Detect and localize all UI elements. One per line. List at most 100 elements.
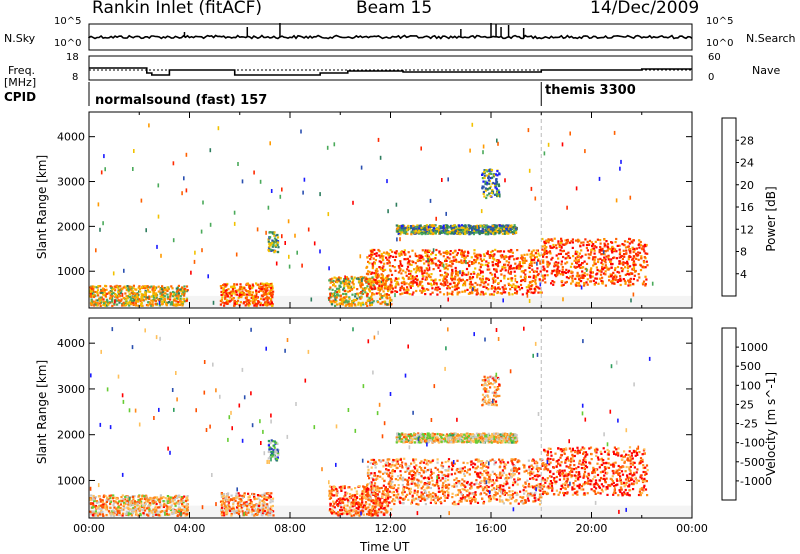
power-cell [240, 293, 243, 296]
velocity-cell [167, 500, 170, 503]
power-cell [157, 285, 160, 288]
power-cell [99, 304, 102, 307]
power-cell [575, 256, 578, 261]
power-cell [450, 277, 453, 280]
velocity-cell [147, 514, 150, 517]
velocity-cell [149, 497, 152, 500]
velocity-cell [370, 485, 373, 488]
power-cell [597, 282, 600, 285]
power-cell [394, 293, 396, 298]
power-cell [269, 231, 272, 234]
power-cell [287, 219, 290, 224]
power-cell [177, 294, 180, 297]
power-cell [375, 282, 378, 285]
power-cell [561, 243, 564, 246]
power-cell [515, 281, 519, 284]
power-cell [472, 287, 474, 292]
power-cell [518, 262, 521, 266]
power-cell [553, 269, 556, 272]
power-cell [331, 292, 334, 296]
power-cell [531, 268, 534, 271]
power-cell [373, 248, 376, 252]
velocity-cell [234, 494, 238, 497]
power-cell [336, 303, 339, 306]
power-cell [372, 287, 375, 291]
power-cell [483, 174, 486, 177]
velocity-cell [237, 513, 240, 516]
velocity-cell [98, 513, 102, 516]
power-cell [410, 233, 413, 236]
power-cell [495, 288, 498, 291]
velocity-cell [173, 509, 176, 513]
velocity-cell [151, 511, 154, 514]
power-cell [610, 266, 613, 269]
power-cell [236, 301, 239, 305]
power-cell [478, 231, 482, 234]
power-cell [430, 230, 433, 233]
power-cell [136, 297, 139, 300]
power-cell [336, 281, 339, 284]
power-cell [386, 293, 389, 296]
power-cell [633, 274, 636, 277]
velocity-cell [235, 492, 238, 495]
velocity-cell [121, 514, 124, 517]
power-cell [345, 280, 348, 283]
power-cell [387, 289, 390, 293]
power-cell [620, 159, 622, 164]
power-cell [135, 294, 139, 297]
velocity-cell [380, 511, 383, 514]
power-cell [520, 279, 523, 283]
velocity-cell [177, 510, 180, 513]
power-cell [528, 286, 531, 289]
power-cell [385, 256, 388, 259]
power-cell [173, 303, 176, 306]
velocity-cell [334, 501, 337, 504]
power-cell [243, 293, 246, 296]
power-cell [477, 253, 480, 256]
power-cell [253, 301, 256, 304]
power-cell [492, 293, 495, 296]
power-cell [496, 174, 499, 177]
power-cell [384, 285, 388, 288]
power-cell [115, 285, 118, 288]
velocity-cell [159, 497, 163, 500]
power-cell [237, 296, 240, 299]
power-cell [513, 267, 516, 270]
velocity-cell [153, 499, 156, 502]
power-cell [452, 226, 455, 229]
power-cell [552, 283, 555, 286]
power-cell [327, 212, 330, 217]
power-cell [154, 299, 157, 302]
power-cell [365, 277, 368, 281]
power-cell [450, 226, 453, 229]
power-cell [351, 293, 354, 296]
power-cell [355, 298, 358, 302]
power-cell [160, 303, 163, 306]
power-cell [470, 228, 474, 232]
velocity-cell [247, 508, 251, 512]
power-cell [402, 269, 405, 272]
power-cell [421, 272, 424, 275]
velocity-cell [143, 509, 147, 512]
power-cell [614, 274, 617, 277]
velocity-cell [125, 510, 128, 513]
power-cell [447, 177, 449, 182]
power-cell [372, 300, 375, 303]
power-cell [536, 267, 539, 270]
power-cell [576, 271, 579, 274]
power-cell [459, 228, 463, 232]
velocity-cell [340, 489, 343, 492]
velocity-cell [154, 508, 157, 511]
velocity-cell [271, 453, 275, 456]
power-cell [590, 241, 593, 244]
power-cell [328, 266, 330, 271]
power-cell [477, 262, 481, 265]
power-cell [89, 286, 92, 289]
power-cell [614, 241, 617, 244]
velocity-cell [263, 494, 266, 497]
power-cell [580, 249, 583, 252]
velocity-cell [370, 508, 373, 511]
power-cell [99, 285, 102, 288]
power-cell [545, 252, 548, 255]
power-cell [375, 270, 378, 273]
